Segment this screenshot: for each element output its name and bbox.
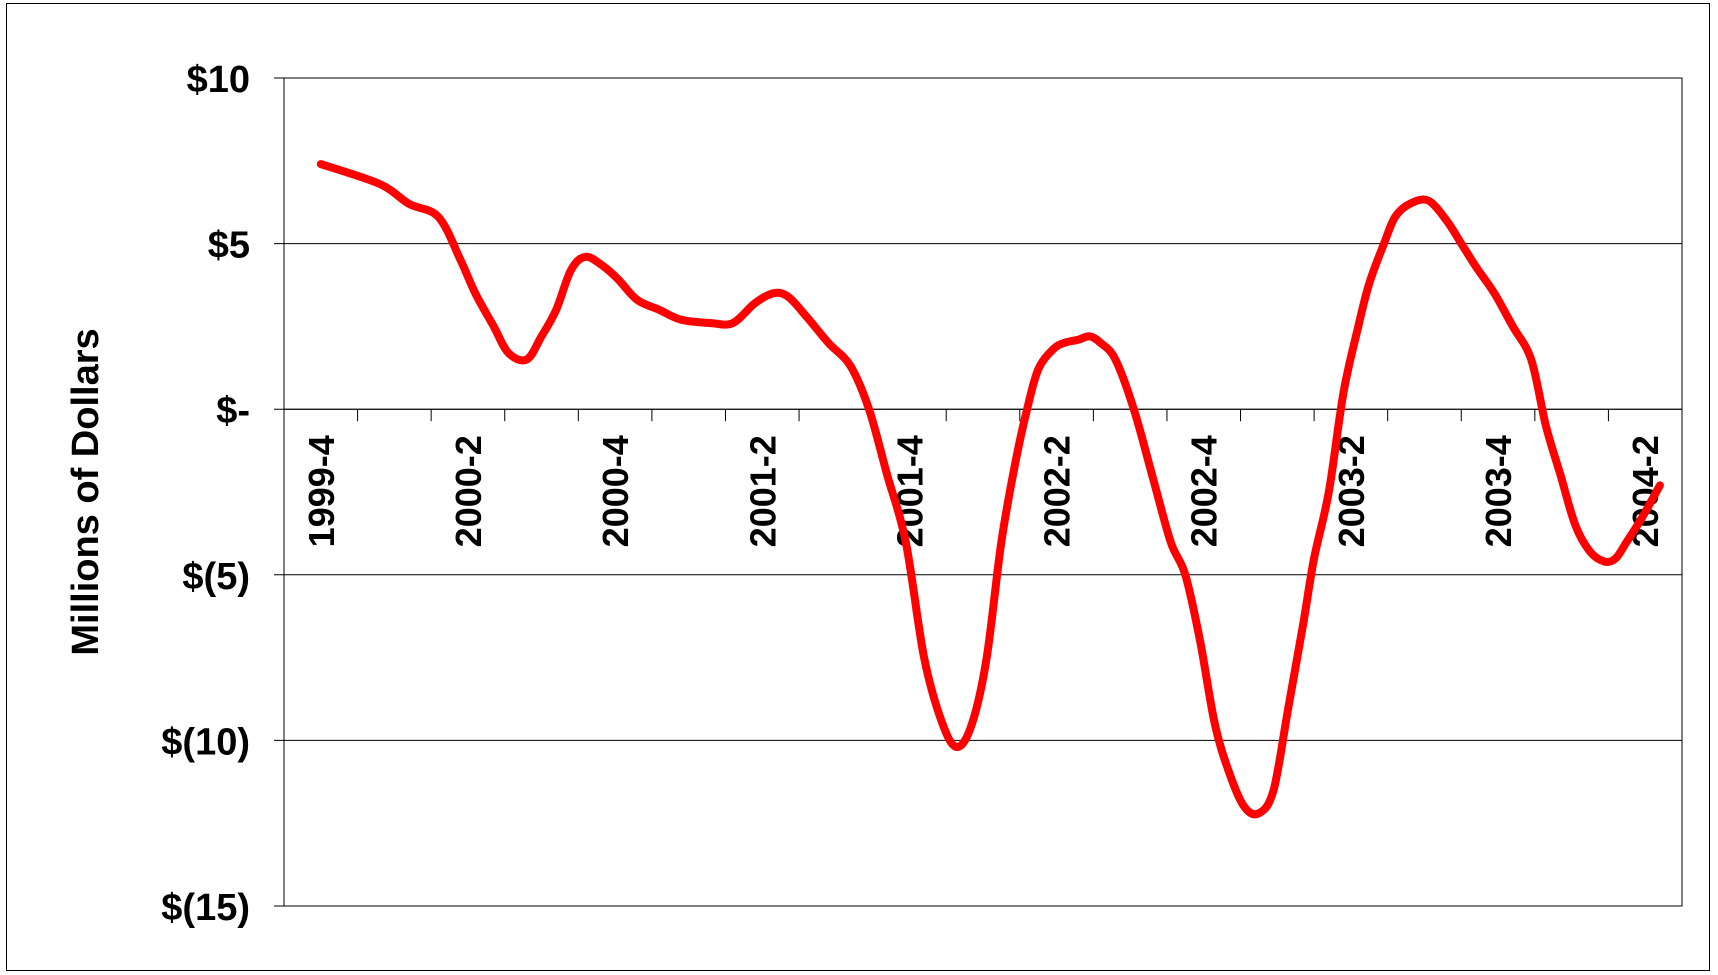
y-tick-label: $5 — [208, 225, 250, 267]
y-tick-label: $(10) — [161, 721, 250, 763]
y-axis-label: Millions of Dollars — [65, 328, 107, 655]
series-line — [316, 160, 1664, 819]
plot-area-border — [283, 77, 1683, 907]
y-tick-labels: $10 $5 $- $(5) $(10) $(15) — [161, 59, 250, 929]
chart-frame — [6, 3, 1710, 971]
x-tick-labels: 1999-4 2000-2 2000-4 2001-2 2001-4 2002-2 2002… — [301, 435, 1666, 547]
x-tick-marks — [283, 409, 1683, 422]
x-tick-label: 2003-4 — [1478, 435, 1519, 547]
x-tick-label: 2000-4 — [595, 435, 636, 547]
x-tick-label: 2001-2 — [742, 435, 783, 547]
y-tick-label: $(15) — [161, 887, 250, 929]
y-tick-label: $10 — [187, 59, 250, 101]
y-tick-label: $- — [216, 390, 250, 432]
x-tick-label: 2002-2 — [1037, 435, 1078, 547]
x-tick-label: 2000-2 — [448, 435, 489, 547]
y-tick-label: $(5) — [182, 556, 250, 598]
x-tick-label: 1999-4 — [301, 435, 342, 547]
x-tick-label: 2002-4 — [1184, 435, 1225, 547]
